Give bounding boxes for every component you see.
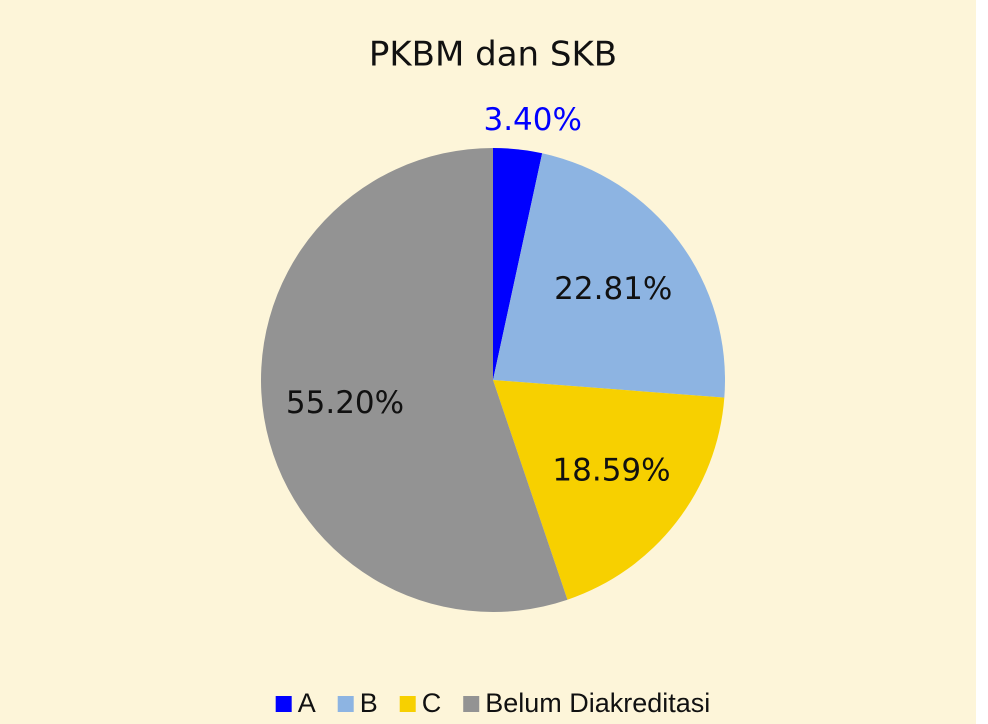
legend-swatch [275, 696, 292, 712]
data-label: 55.20% [286, 385, 404, 421]
chart-title: PKBM dan SKB [369, 35, 617, 75]
data-label: 18.59% [552, 452, 670, 488]
legend-swatch [337, 696, 354, 712]
legend-label: Belum Diakreditasi [485, 688, 710, 718]
legend-swatch [463, 696, 480, 712]
pie-slice [493, 380, 725, 600]
legend-label: C [422, 688, 442, 718]
data-label: 22.81% [554, 271, 672, 307]
pie-slice [493, 148, 543, 380]
pie-slice [493, 153, 725, 398]
pie-slice [260, 148, 568, 613]
legend-swatch [399, 696, 416, 712]
legend: A B C Belum Diakreditasi [275, 688, 710, 718]
legend-label: A [298, 688, 316, 718]
legend-label: B [360, 688, 378, 718]
data-label: 3.40% [483, 102, 581, 138]
